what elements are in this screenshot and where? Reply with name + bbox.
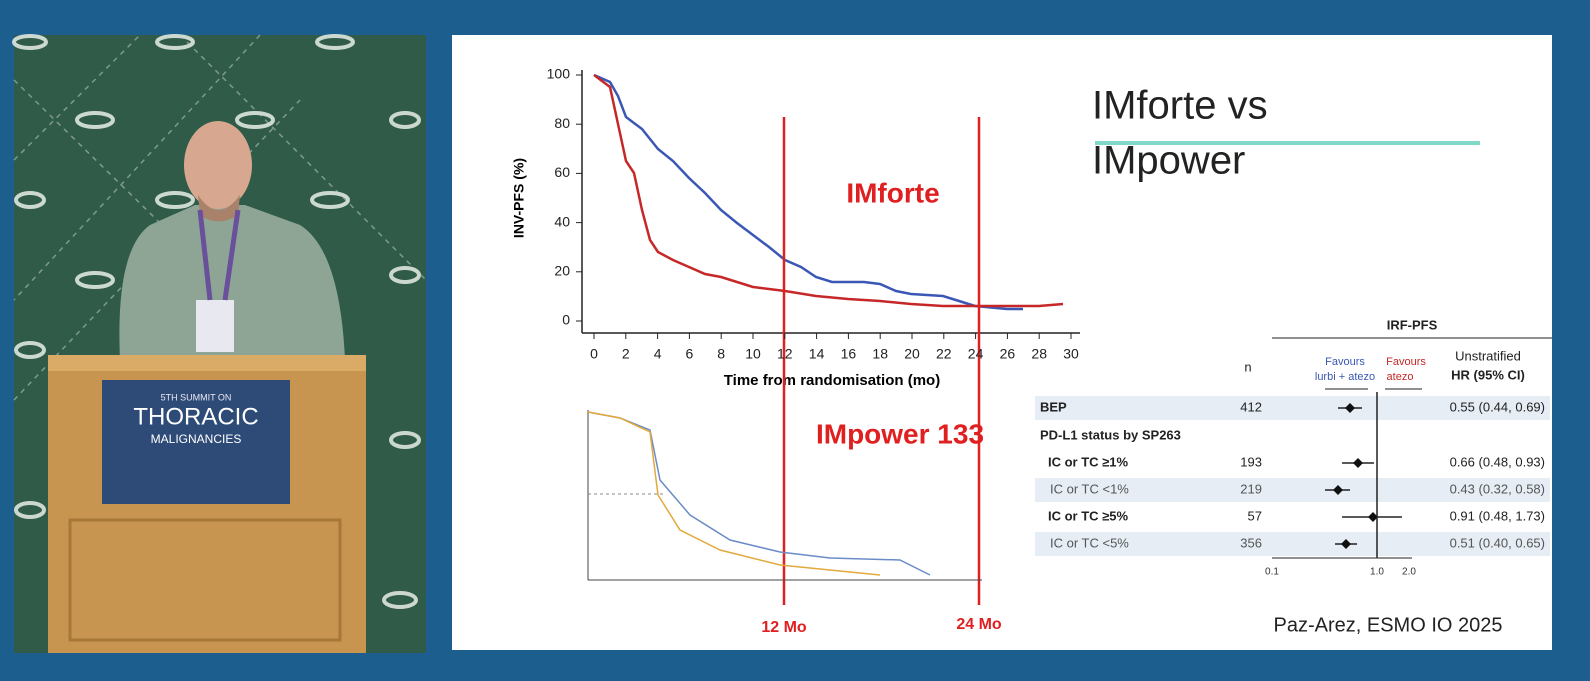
axis-tick-label: 0.1 — [1265, 567, 1279, 578]
hr-marker — [1341, 539, 1351, 549]
hr-marker — [1333, 485, 1343, 495]
forest-plot: IRF-PFS n Favours lurbi + atezo Favours … — [1035, 317, 1552, 578]
row-n: 57 — [1248, 508, 1262, 523]
y-tick-label: 0 — [562, 312, 570, 328]
row-hr: 0.66 (0.48, 0.93) — [1450, 454, 1545, 469]
hr-marker — [1368, 512, 1378, 522]
x-tick-label: 12 — [777, 346, 793, 362]
subheader: PD-L1 status by SP263 — [1040, 427, 1181, 442]
row-band — [1035, 532, 1550, 556]
x-tick-label: 2 — [622, 346, 630, 362]
header: atezo — [1387, 371, 1414, 383]
citation: Paz-Arez, ESMO IO 2025 — [1274, 614, 1503, 636]
row-label: IC or TC ≥1% — [1048, 454, 1129, 469]
km-curve — [593, 74, 1064, 308]
header: IRF-PFS — [1387, 317, 1438, 332]
row-n: 356 — [1240, 535, 1262, 550]
sign-text: 5TH SUMMIT ON — [161, 392, 232, 402]
x-tick-label: 0 — [590, 346, 598, 362]
row-label: BEP — [1040, 399, 1067, 414]
annotation: IMforte — [846, 177, 939, 208]
header: Favours — [1325, 356, 1365, 368]
y-tick-label: 80 — [554, 115, 570, 131]
header: Unstratified — [1455, 348, 1521, 363]
sign-text: MALIGNANCIES — [151, 432, 242, 446]
x-tick-label: 22 — [936, 346, 952, 362]
axis-tick-label: 1.0 — [1370, 567, 1384, 578]
hr-marker — [1353, 458, 1363, 468]
y-tick-label: 60 — [554, 164, 570, 180]
header: lurbi + atezo — [1315, 371, 1375, 383]
hr-marker — [1345, 403, 1355, 413]
row-n: 219 — [1240, 481, 1262, 496]
slide-title: IMpower — [1092, 139, 1245, 183]
y-tick-label: 40 — [554, 213, 570, 229]
x-axis-label: Time from randomisation (mo) — [724, 372, 940, 389]
x-tick-label: 16 — [841, 346, 857, 362]
row-label: IC or TC <1% — [1050, 481, 1129, 496]
y-tick-label: 100 — [547, 66, 571, 82]
row-band — [1035, 396, 1550, 420]
row-hr: 0.51 (0.40, 0.65) — [1450, 535, 1545, 550]
speaker-video: 5TH SUMMIT ON THORACIC MALIGNANCIES — [12, 34, 427, 653]
row-n: 412 — [1240, 399, 1262, 414]
impower-chart — [587, 410, 982, 581]
y-axis-label: INV-PFS (%) — [511, 158, 527, 238]
x-tick-label: 20 — [904, 346, 920, 362]
slide-title: IMforte vs — [1092, 84, 1268, 128]
annotation: 24 Mo — [956, 616, 1002, 633]
axis-tick-label: 2.0 — [1402, 567, 1416, 578]
header: n — [1244, 359, 1251, 374]
x-tick-label: 8 — [717, 346, 725, 362]
km-curve — [593, 73, 1023, 311]
row-hr: 0.43 (0.32, 0.58) — [1450, 481, 1545, 496]
row-hr: 0.91 (0.48, 1.73) — [1450, 508, 1545, 523]
row-n: 193 — [1240, 454, 1262, 469]
row-hr: 0.55 (0.44, 0.69) — [1450, 399, 1545, 414]
x-tick-label: 28 — [1031, 346, 1047, 362]
x-tick-label: 14 — [809, 346, 825, 362]
x-tick-label: 6 — [686, 346, 694, 362]
annotation: IMpower 133 — [816, 418, 984, 449]
x-tick-label: 24 — [968, 346, 984, 362]
x-tick-label: 26 — [1000, 346, 1016, 362]
x-tick-label: 30 — [1063, 346, 1079, 362]
row-label: IC or TC <5% — [1050, 535, 1129, 550]
y-tick-label: 20 — [554, 263, 570, 279]
header: Favours — [1386, 356, 1426, 368]
annotation: 12 Mo — [761, 619, 807, 636]
x-tick-label: 4 — [654, 346, 662, 362]
sign-text: THORACIC — [133, 403, 258, 430]
x-tick-label: 18 — [872, 346, 888, 362]
row-label: IC or TC ≥5% — [1048, 508, 1129, 523]
header: HR (95% CI) — [1451, 367, 1525, 382]
row-band — [1035, 478, 1550, 502]
x-tick-label: 10 — [745, 346, 761, 362]
km-chart: INV-PFS (%) Time from randomisation (mo)… — [511, 66, 1080, 636]
